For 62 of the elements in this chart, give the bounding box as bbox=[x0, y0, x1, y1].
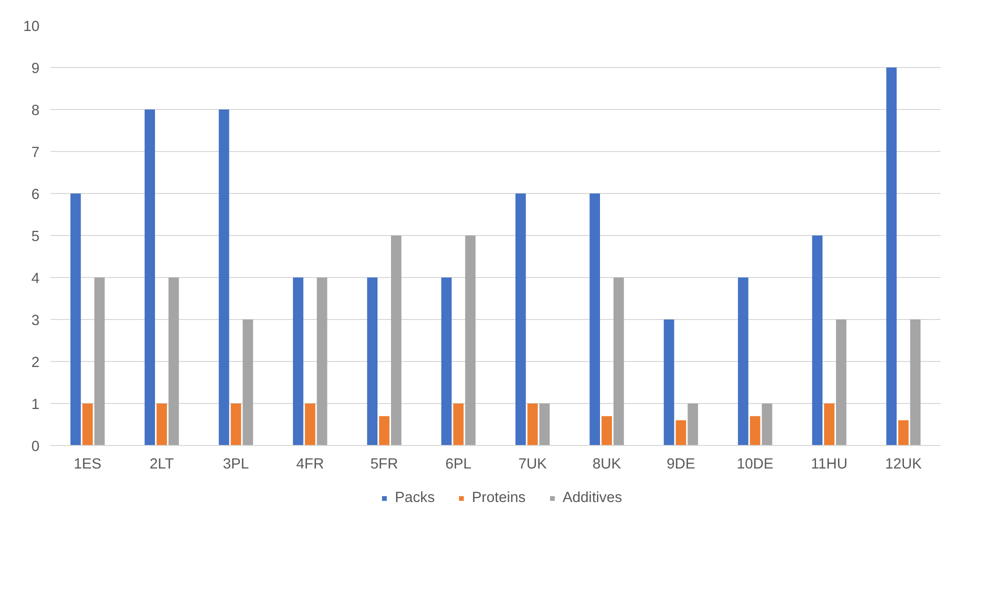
legend-label: Additives bbox=[562, 490, 622, 506]
bar bbox=[762, 404, 772, 446]
bar bbox=[886, 68, 897, 446]
bar bbox=[144, 110, 155, 446]
bar bbox=[453, 404, 464, 446]
bar bbox=[367, 278, 378, 446]
x-tick-label: 11HU bbox=[811, 456, 848, 472]
y-tick-label: 3 bbox=[31, 313, 40, 329]
y-tick-label: 2 bbox=[31, 355, 40, 371]
y-tick-label: 4 bbox=[31, 271, 40, 287]
bar bbox=[379, 416, 390, 446]
bar bbox=[614, 278, 624, 446]
bar bbox=[316, 278, 328, 446]
bar bbox=[910, 320, 921, 446]
bar bbox=[515, 194, 526, 446]
x-tick-label: 1ES bbox=[74, 456, 102, 472]
x-tick-label: 6PL bbox=[445, 456, 472, 472]
x-tick-label: 12UK bbox=[885, 456, 922, 472]
bar bbox=[688, 404, 698, 446]
bar bbox=[465, 236, 476, 446]
bar bbox=[242, 320, 254, 446]
bar bbox=[676, 420, 686, 446]
x-tick-label: 10DE bbox=[736, 456, 774, 472]
y-tick-label: 6 bbox=[31, 187, 40, 203]
bar bbox=[82, 404, 93, 446]
bar bbox=[824, 404, 834, 446]
x-tick-label: 2LT bbox=[150, 456, 174, 472]
bar bbox=[738, 278, 748, 446]
bar bbox=[441, 278, 452, 446]
y-tick-label: 0 bbox=[31, 439, 40, 455]
y-tick-label: 9 bbox=[31, 61, 40, 77]
bar bbox=[539, 404, 550, 446]
x-tick-label: 4FR bbox=[296, 456, 324, 472]
bar bbox=[156, 404, 167, 446]
bar bbox=[602, 416, 612, 446]
bar bbox=[391, 236, 402, 446]
x-tick-label: 9DE bbox=[666, 456, 696, 472]
bar bbox=[664, 320, 674, 446]
x-tick-label: 7UK bbox=[518, 456, 548, 472]
legend-label: Proteins bbox=[472, 490, 526, 506]
x-tick-label: 8UK bbox=[592, 456, 622, 472]
y-tick-label: 10 bbox=[23, 19, 40, 35]
bar bbox=[218, 110, 230, 446]
legend-label: Packs bbox=[394, 490, 435, 506]
y-tick-label: 7 bbox=[31, 145, 40, 161]
y-tick-label: 1 bbox=[31, 397, 40, 413]
bar bbox=[168, 278, 179, 446]
bar bbox=[750, 416, 760, 446]
bar bbox=[836, 320, 846, 446]
bar bbox=[527, 404, 538, 446]
bar bbox=[812, 236, 822, 446]
bar bbox=[292, 278, 304, 446]
bar bbox=[70, 194, 81, 446]
bar bbox=[94, 278, 105, 446]
bar bbox=[304, 404, 316, 446]
bar bbox=[230, 404, 242, 446]
bar bbox=[898, 420, 909, 446]
y-tick-label: 5 bbox=[31, 229, 40, 245]
y-tick-label: 8 bbox=[31, 103, 40, 119]
bar bbox=[590, 194, 600, 446]
x-tick-label: 3PL bbox=[222, 456, 249, 472]
x-tick-label: 5FR bbox=[370, 456, 398, 472]
